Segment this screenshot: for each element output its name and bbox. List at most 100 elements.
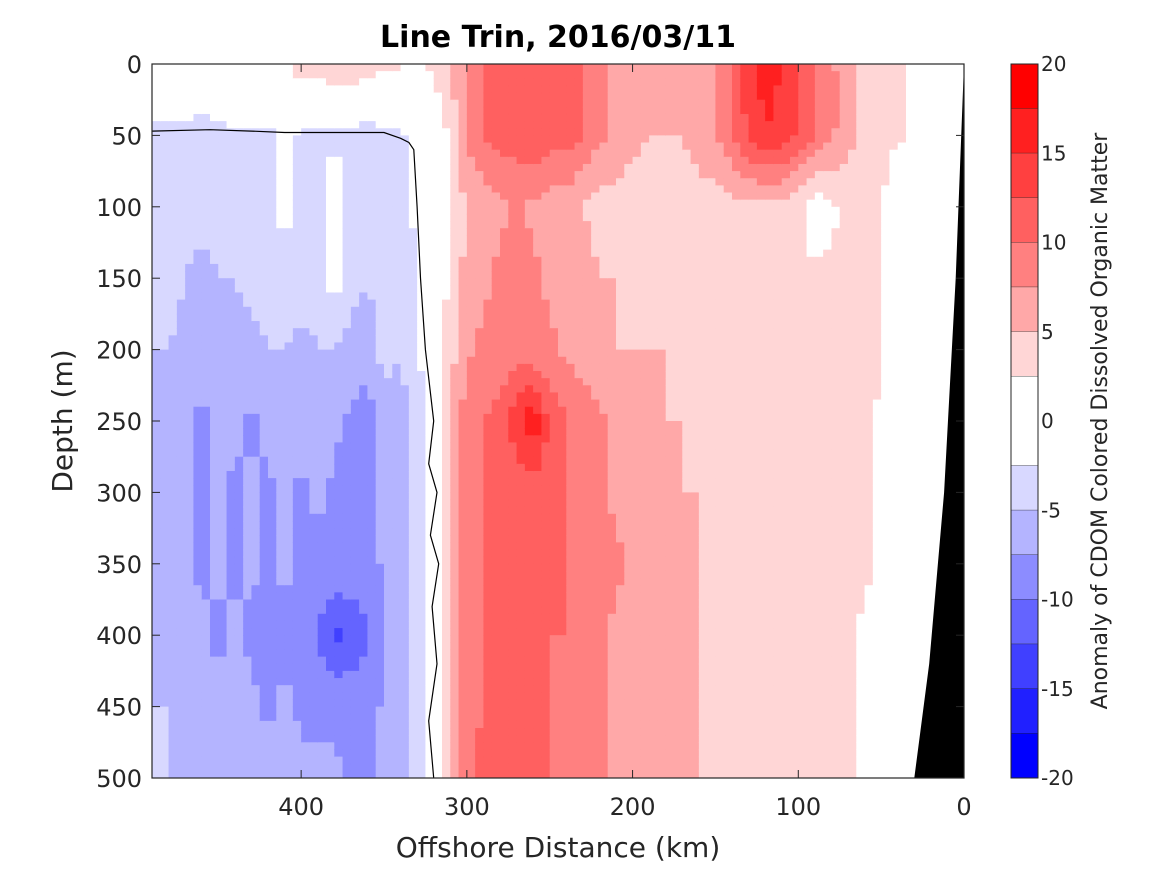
heatmap-cell xyxy=(176,628,186,636)
heatmap-cell xyxy=(400,606,410,615)
heatmap-cell xyxy=(475,599,485,608)
heatmap-cell xyxy=(384,313,393,322)
heatmap-cell xyxy=(226,342,236,351)
heatmap-cell xyxy=(359,342,369,351)
heatmap-cell xyxy=(367,335,377,344)
heatmap-cell xyxy=(500,692,509,701)
heatmap-cell xyxy=(375,135,385,144)
heatmap-cell xyxy=(152,292,161,301)
heatmap-cell xyxy=(450,78,460,87)
heatmap-cell xyxy=(160,285,170,294)
heatmap-cell xyxy=(458,649,468,658)
heatmap-cell xyxy=(417,685,427,693)
heatmap-cell xyxy=(533,378,543,386)
heatmap-cell xyxy=(442,78,451,87)
heatmap-cell xyxy=(268,513,277,522)
heatmap-cell xyxy=(442,428,451,436)
heatmap-cell xyxy=(475,742,485,751)
heatmap-cell xyxy=(152,706,161,715)
heatmap-cell xyxy=(400,321,410,329)
heatmap-cell xyxy=(558,499,567,508)
heatmap-cell xyxy=(516,585,526,593)
heatmap-cell xyxy=(193,592,203,601)
heatmap-cell xyxy=(152,385,161,394)
heatmap-cell xyxy=(375,256,385,265)
heatmap-cell xyxy=(268,599,277,608)
heatmap-cell xyxy=(541,185,551,194)
heatmap-cell xyxy=(450,613,460,622)
heatmap-cell xyxy=(466,299,476,308)
heatmap-cell xyxy=(417,199,427,208)
heatmap-cell xyxy=(317,528,327,536)
heatmap-cell xyxy=(185,585,195,593)
heatmap-cell xyxy=(326,249,335,258)
heatmap-cell xyxy=(301,585,311,593)
heatmap-cell xyxy=(533,206,543,215)
heatmap-cell xyxy=(226,578,236,586)
heatmap-cell xyxy=(475,249,485,258)
heatmap-cell xyxy=(491,435,501,444)
heatmap-cell xyxy=(392,213,402,222)
heatmap-cell xyxy=(168,163,178,172)
heatmap-cell xyxy=(210,670,219,679)
heatmap-cell xyxy=(210,271,219,279)
heatmap-cell xyxy=(185,85,195,94)
heatmap-cell xyxy=(317,635,327,643)
heatmap-cell xyxy=(541,271,551,279)
heatmap-cell xyxy=(342,470,352,479)
heatmap-cell xyxy=(284,578,294,586)
heatmap-cell xyxy=(483,642,493,651)
heatmap-cell xyxy=(168,85,178,94)
heatmap-cell xyxy=(541,356,551,365)
heatmap-cell xyxy=(524,271,534,279)
heatmap-cell xyxy=(491,413,501,422)
heatmap-cell xyxy=(384,242,393,251)
heatmap-cell xyxy=(433,242,443,251)
heatmap-cell xyxy=(160,99,170,108)
heatmap-cell xyxy=(259,592,269,601)
heatmap-cell xyxy=(334,520,344,529)
heatmap-cell xyxy=(450,592,460,601)
heatmap-cell xyxy=(491,292,501,301)
heatmap-cell xyxy=(483,363,493,372)
heatmap-cell xyxy=(185,278,195,286)
heatmap-cell xyxy=(326,492,335,501)
heatmap-cell xyxy=(359,271,369,279)
heatmap-cell xyxy=(541,449,551,458)
heatmap-cell xyxy=(458,185,468,194)
heatmap-cell xyxy=(284,499,294,508)
heatmap-cell xyxy=(384,435,393,444)
heatmap-cell xyxy=(384,470,393,479)
heatmap-cell xyxy=(508,378,518,386)
heatmap-cell xyxy=(234,263,244,272)
heatmap-cell xyxy=(384,513,393,522)
heatmap-cell xyxy=(176,470,186,479)
heatmap-cell xyxy=(268,64,277,72)
heatmap-cell xyxy=(243,228,253,236)
heatmap-cell xyxy=(301,713,311,722)
heatmap-cell xyxy=(500,156,509,165)
heatmap-cell xyxy=(417,221,427,229)
heatmap-cell xyxy=(168,278,178,286)
heatmap-cell xyxy=(309,163,319,172)
heatmap-cell xyxy=(508,421,518,429)
heatmap-cell xyxy=(276,349,286,358)
heatmap-cell xyxy=(417,592,427,601)
heatmap-cell xyxy=(301,413,311,422)
heatmap-cell xyxy=(243,556,253,565)
heatmap-cell xyxy=(152,720,161,729)
heatmap-cell xyxy=(342,71,352,79)
heatmap-cell xyxy=(292,670,302,679)
heatmap-cell xyxy=(458,149,468,158)
heatmap-cell xyxy=(541,556,551,565)
heatmap-cell xyxy=(508,578,518,586)
heatmap-cell xyxy=(292,513,302,522)
heatmap-cell xyxy=(251,271,261,279)
heatmap-cell xyxy=(160,563,170,572)
heatmap-cell xyxy=(342,178,352,186)
heatmap-cell xyxy=(466,513,476,522)
heatmap-cell xyxy=(408,85,418,94)
heatmap-cell xyxy=(433,421,443,429)
heatmap-cell xyxy=(541,142,551,151)
heatmap-cell xyxy=(185,613,195,622)
